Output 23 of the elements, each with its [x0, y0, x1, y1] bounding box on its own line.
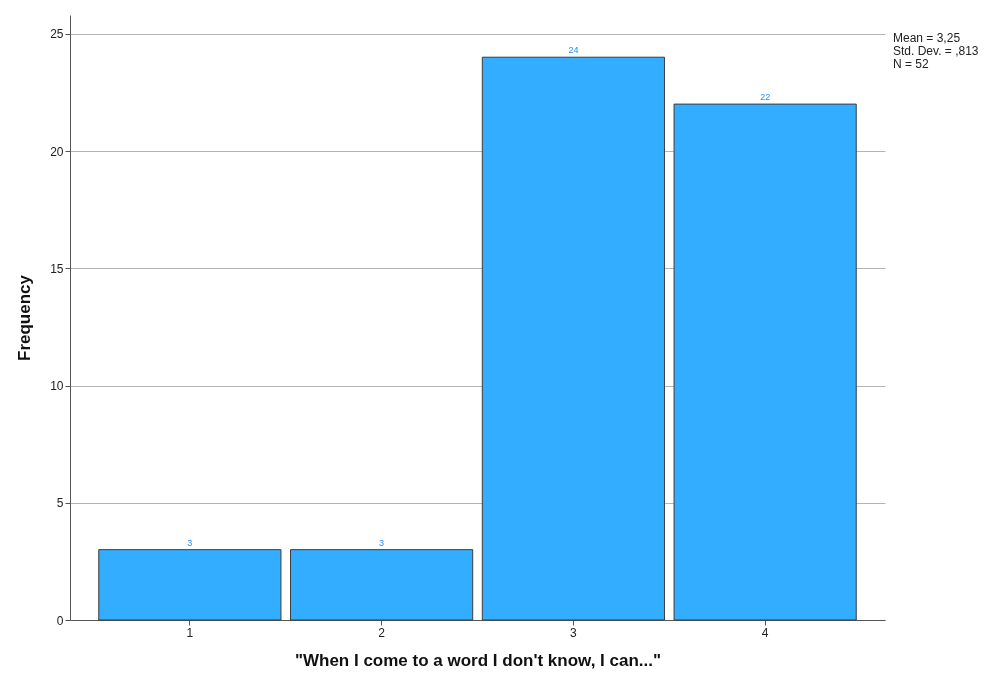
x-tick-label: 2 — [378, 625, 386, 640]
x-axis-title: "When I come to a word I don't know, I can..." — [294, 650, 662, 670]
data-label: 3 — [187, 537, 193, 548]
bar — [290, 549, 474, 621]
text: N = 52 — [893, 57, 930, 71]
data-label: 22 — [760, 92, 771, 103]
y-tick-label: 10 — [50, 379, 64, 393]
text: Mean = 3,25 — [893, 31, 961, 45]
y-axis-title: Frequency — [15, 274, 35, 361]
bar — [673, 103, 857, 621]
x-tick-label: 3 — [570, 625, 578, 640]
x-tick-label: 4 — [761, 625, 769, 640]
y-tick-label: 15 — [50, 261, 64, 276]
y-tick-label: 25 — [50, 27, 64, 42]
bar — [481, 56, 665, 621]
bar — [98, 549, 282, 621]
y-tick-label: 20 — [50, 144, 64, 159]
data-label: 3 — [379, 537, 385, 548]
y-tick-label: 0 — [56, 613, 64, 628]
x-tick-label: 1 — [186, 625, 194, 640]
data-label: 24 — [568, 45, 579, 56]
y-tick-label: 5 — [56, 496, 64, 511]
text: Std. Dev. = ,813 — [893, 44, 979, 58]
